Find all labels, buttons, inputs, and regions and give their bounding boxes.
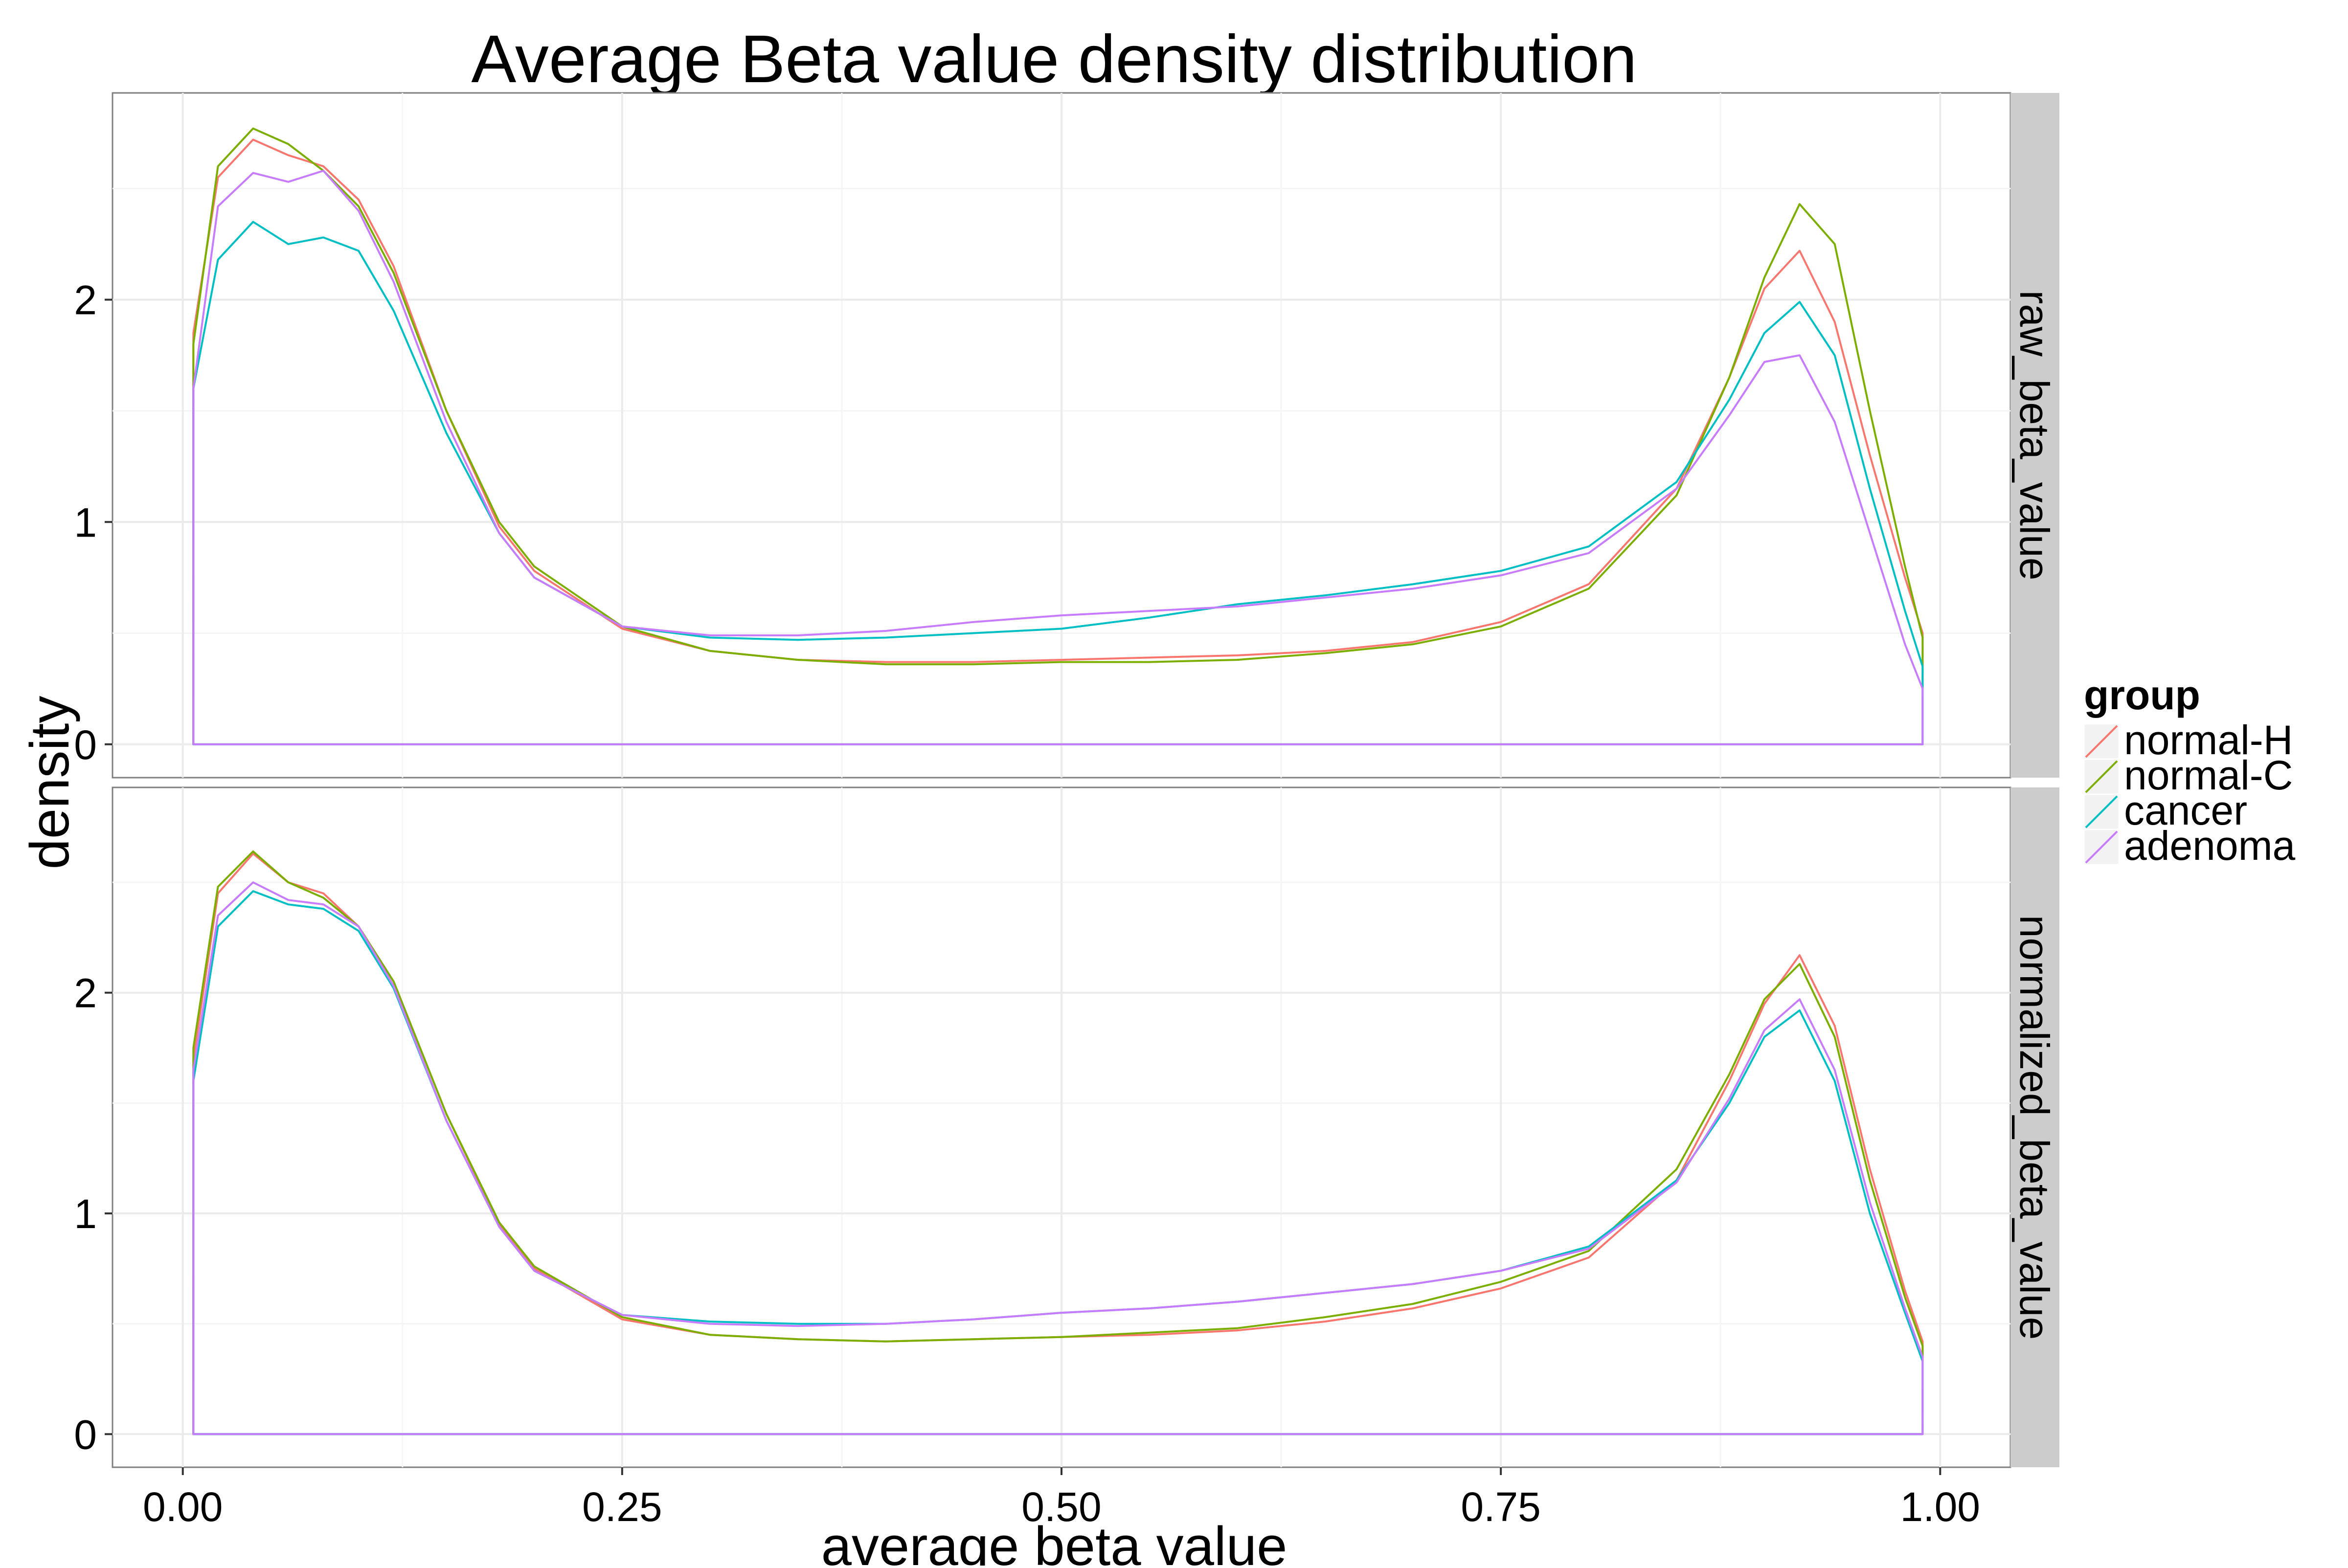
density-line-normal-h — [192, 138, 1924, 745]
density-line-normal-c — [192, 127, 1924, 745]
legend-label: adenoma — [2124, 823, 2296, 869]
chart-title: Average Beta value density distribution — [471, 22, 1637, 97]
density-line-adenoma — [192, 170, 1924, 745]
x-tick-label: 1.00 — [1900, 1484, 1981, 1530]
legend-title: group — [2084, 672, 2200, 718]
x-tick-label: 0.00 — [143, 1484, 223, 1530]
density-line-normal-c — [192, 850, 1924, 1435]
x-tick-label: 0.50 — [1021, 1484, 1102, 1530]
legend-label: normal-C — [2124, 752, 2293, 798]
facet-strip-label: normalized_beta_value — [2011, 915, 2057, 1340]
x-tick-label: 0.25 — [582, 1484, 662, 1530]
legend-key-normal-c — [2085, 760, 2118, 793]
legend-key-cancer — [2085, 795, 2118, 829]
facet-panel-2: 0 1 2 normalized_beta_value — [74, 786, 2059, 1468]
x-tick-label: 0.75 — [1461, 1484, 1541, 1530]
facet-panel-1: 0 1 2 raw_beta_value — [74, 92, 2059, 779]
x-axis-title: average beta value — [821, 1516, 1287, 1566]
y-axis-title: density — [19, 696, 80, 870]
legend-label: normal-H — [2124, 717, 2293, 763]
facet-strip — [2010, 787, 2059, 1467]
legend-label: cancer — [2124, 787, 2247, 833]
x-axis: 0.00 0.25 0.50 0.75 1.00 — [143, 1467, 1980, 1530]
y-tick-label: 1 — [74, 1191, 97, 1237]
density-line-cancer — [192, 221, 1924, 745]
legend-key-normal-h — [2085, 725, 2118, 758]
y-tick-label: 0 — [74, 1411, 97, 1457]
y-tick-label: 2 — [74, 970, 97, 1016]
facet-strip — [2010, 93, 2059, 778]
y-tick-label: 0 — [74, 722, 97, 768]
panels-layer: 0 1 2 raw_beta_value 0 1 2 normalized_beta_valu… — [74, 92, 2059, 1468]
facet-strip-label: raw_beta_value — [2011, 290, 2057, 580]
legend-key-adenoma — [2085, 830, 2118, 864]
y-tick-label: 2 — [74, 277, 97, 323]
y-tick-label: 1 — [74, 499, 97, 545]
density-line-adenoma — [192, 881, 1924, 1435]
